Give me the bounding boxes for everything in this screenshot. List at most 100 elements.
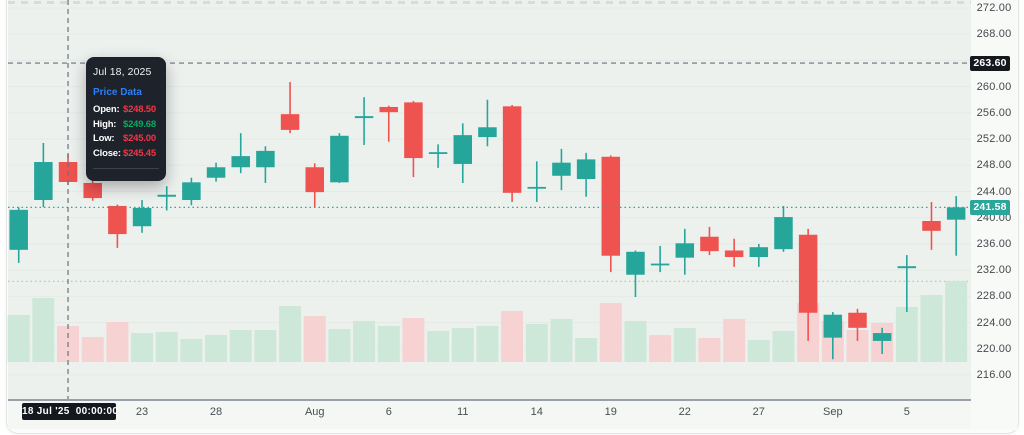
price-axis-label: 248.00 [976, 159, 1012, 172]
candle-body [404, 102, 423, 159]
price-axis-label: 244.00 [976, 185, 1012, 198]
candle-body [700, 236, 719, 252]
price-axis-label: 216.00 [976, 369, 1012, 381]
volume-bar [895, 307, 918, 362]
tooltip-row: Low: $245.00 [93, 132, 159, 147]
candle-body [922, 220, 941, 231]
price-axis-label: 268.00 [976, 28, 1012, 41]
tooltip-row-label: High: [93, 118, 117, 130]
volume-bar [772, 331, 795, 362]
candle-body [83, 182, 102, 199]
price-axis-label: 272.00 [976, 2, 1012, 14]
candle-body [231, 156, 250, 168]
candle-body [478, 127, 497, 138]
time-axis-label: Aug [304, 406, 325, 418]
price-axis-label: 256.00 [976, 106, 1012, 119]
time-axis-label: 22 [678, 406, 691, 418]
volume-bar [106, 322, 129, 362]
volume-bar [575, 338, 598, 362]
volume-bar [550, 319, 573, 362]
ohlc-tooltip: Jul 18, 2025 Price Data Open: $248.50 High… [86, 57, 166, 181]
price-axis-label: 236.00 [976, 237, 1012, 250]
volume-bar [155, 332, 178, 362]
tooltip-date: Jul 18, 2025 [93, 66, 152, 78]
tooltip-row-label: Open: [93, 104, 120, 115]
candle-body [774, 217, 793, 250]
candle-body [872, 333, 892, 341]
crosshair-date-badge: 18 Jul '25 00:00:00 [22, 403, 118, 420]
time-axis-label: 5 [903, 406, 910, 418]
time-axis-label: 27 [752, 406, 765, 418]
volume-bar [501, 311, 524, 362]
crosshair-price-badge: 263.60 [970, 55, 1010, 71]
tooltip-row: High: $249.68 [93, 118, 159, 133]
candle-body [108, 205, 127, 235]
tooltip-section-title: Price Data [93, 87, 142, 98]
volume-bar [525, 324, 548, 362]
candle-body [502, 106, 522, 193]
volume-bar [599, 303, 622, 362]
time-axis-label: 19 [604, 406, 617, 418]
tooltip-row-value: $248.50 [123, 104, 156, 115]
volume-bar [32, 298, 55, 362]
volume-bar [624, 321, 647, 362]
candle-body [157, 194, 176, 197]
candle-body [379, 106, 398, 113]
volume-bar [920, 295, 943, 362]
candle-body [305, 167, 324, 193]
price-axis-label: 220.00 [976, 342, 1012, 355]
volume-bar [303, 316, 326, 362]
candle-body [9, 209, 28, 250]
tooltip-divider [93, 168, 159, 169]
candle-body [601, 156, 621, 256]
time-axis-label: Sep [823, 406, 843, 418]
time-axis-label: 28 [209, 406, 223, 418]
volume-bar [131, 333, 154, 362]
candle-body [428, 152, 448, 154]
time-axis-label: 11 [457, 406, 469, 418]
volume-bar [723, 319, 746, 362]
volume-bar [205, 335, 228, 362]
volume-bar [279, 306, 302, 362]
tooltip-row-value: $245.45 [123, 147, 156, 159]
volume-bar [945, 281, 968, 362]
candle-body [946, 207, 966, 220]
volume-bar [427, 331, 450, 362]
volume-bar [476, 326, 499, 362]
tooltip-row-label: Low: [93, 133, 115, 144]
tooltip-row: Open: $248.50 [93, 103, 159, 118]
price-axis-label: 232.00 [976, 264, 1012, 277]
volume-bar [328, 329, 351, 362]
candle-body [34, 162, 53, 201]
tooltip-row-label: Close: [93, 147, 121, 159]
volume-bar [747, 340, 770, 362]
price-axis-label: 252.00 [976, 133, 1012, 146]
last-price-badge: 241.58 [970, 199, 1010, 215]
candle-body [650, 263, 670, 266]
volume-bar [254, 330, 277, 362]
candle-body [848, 312, 867, 328]
candle-body [823, 314, 843, 338]
time-axis-label: 6 [385, 406, 392, 418]
volume-bar [846, 330, 869, 362]
time-axis-label: 14 [530, 406, 543, 418]
candle-body [182, 182, 201, 201]
volume-bar [402, 318, 425, 362]
time-scale-area[interactable] [8, 401, 971, 429]
candle-body [576, 159, 596, 180]
price-axis-label: 260.00 [976, 80, 1012, 93]
candle-body [354, 116, 374, 119]
volume-bar [673, 328, 696, 362]
volume-bar [698, 338, 721, 362]
time-axis-label: 23 [135, 406, 149, 418]
candle-body [552, 162, 571, 176]
price-axis-label: 228.00 [976, 290, 1012, 303]
candle-body [897, 266, 917, 269]
candle-body [132, 207, 152, 227]
candle-body [330, 135, 349, 183]
candle-body [527, 186, 547, 189]
candle-body [626, 251, 645, 275]
volume-bar [353, 321, 376, 362]
price-scale-area[interactable] [971, 0, 1017, 430]
